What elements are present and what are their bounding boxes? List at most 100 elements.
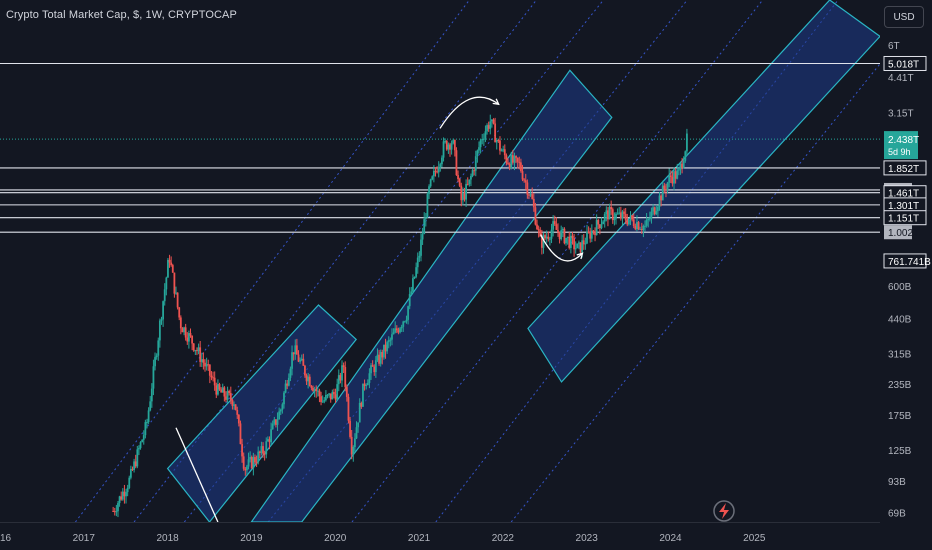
candle <box>476 150 479 157</box>
candle <box>181 328 184 333</box>
candle <box>234 404 237 411</box>
candle <box>357 422 360 428</box>
candle <box>138 448 140 450</box>
x-tick-2020: 2020 <box>324 533 347 544</box>
candle <box>157 340 160 356</box>
candle <box>178 307 181 318</box>
candle <box>313 389 316 391</box>
candle <box>275 419 277 425</box>
price-label-text: 3.15T <box>888 108 914 119</box>
candle <box>424 217 427 220</box>
candle <box>257 451 260 463</box>
lightning-icon[interactable] <box>713 500 735 522</box>
candle <box>286 383 289 386</box>
candle <box>337 375 340 385</box>
candle <box>444 140 447 142</box>
candle <box>392 332 395 335</box>
candle <box>300 358 303 361</box>
candle <box>513 156 516 163</box>
candle <box>547 236 550 239</box>
candle <box>350 436 353 455</box>
candle <box>294 345 297 355</box>
candle <box>334 394 337 400</box>
candle <box>666 182 669 191</box>
candle <box>621 211 624 219</box>
price-label-6t: 6T <box>888 41 900 52</box>
candle <box>112 510 115 512</box>
candle <box>521 171 524 180</box>
candle <box>213 377 216 386</box>
candle <box>655 211 658 215</box>
price-label-1151t: 1.151T <box>883 210 927 226</box>
candle <box>584 243 587 245</box>
price-label-box <box>884 225 912 240</box>
candle <box>445 140 448 150</box>
candle <box>466 183 469 185</box>
candle <box>244 468 247 471</box>
candle <box>292 352 295 355</box>
candle <box>671 177 674 184</box>
candle <box>508 163 511 169</box>
candle <box>634 226 637 230</box>
currency-button[interactable]: USD <box>884 6 924 28</box>
candle <box>273 419 276 424</box>
candle <box>152 366 155 389</box>
candle <box>642 225 645 230</box>
candle <box>147 410 150 422</box>
price-label-315t: 3.15T <box>888 108 914 119</box>
candle <box>486 125 488 132</box>
candle <box>218 384 221 390</box>
candle <box>540 236 543 248</box>
price-label-text: 93B <box>888 477 906 488</box>
candle <box>118 496 121 504</box>
candle <box>410 291 413 295</box>
candle <box>432 170 435 177</box>
candle <box>626 220 629 225</box>
candle <box>125 492 127 497</box>
candle <box>497 140 500 142</box>
candle <box>520 162 522 172</box>
candle <box>155 355 158 358</box>
horizontal-levels <box>0 62 880 233</box>
candle <box>242 456 245 469</box>
price-series <box>112 114 688 518</box>
price-label-text: 235B <box>888 380 912 391</box>
price-label-175b: 175B <box>888 411 912 422</box>
candle <box>457 175 459 179</box>
candle <box>276 419 279 425</box>
candle <box>345 386 348 397</box>
candle <box>563 228 566 244</box>
candle <box>582 240 585 245</box>
candle <box>383 344 385 358</box>
price-label-box <box>883 160 927 176</box>
candle <box>413 276 416 279</box>
price-label-1301t: 1.301T <box>883 197 927 213</box>
candle <box>191 335 194 344</box>
candle <box>677 169 680 171</box>
candle <box>249 457 252 460</box>
candle <box>320 396 322 403</box>
candle <box>436 171 438 173</box>
candle <box>239 423 242 445</box>
candle <box>402 321 405 327</box>
candle <box>328 393 331 395</box>
candle <box>373 366 376 373</box>
candle <box>629 215 632 220</box>
candle <box>437 166 440 173</box>
candle <box>378 354 380 364</box>
candle <box>321 401 324 403</box>
candle <box>374 360 377 373</box>
candle <box>360 402 363 407</box>
current-price-badge <box>884 131 918 160</box>
candle <box>250 457 253 469</box>
candle <box>478 147 480 151</box>
candle <box>487 125 490 129</box>
candle <box>397 330 400 333</box>
candle <box>167 259 169 278</box>
price-label-text: 6T <box>888 41 900 52</box>
candle <box>658 195 661 207</box>
candle <box>141 439 144 443</box>
